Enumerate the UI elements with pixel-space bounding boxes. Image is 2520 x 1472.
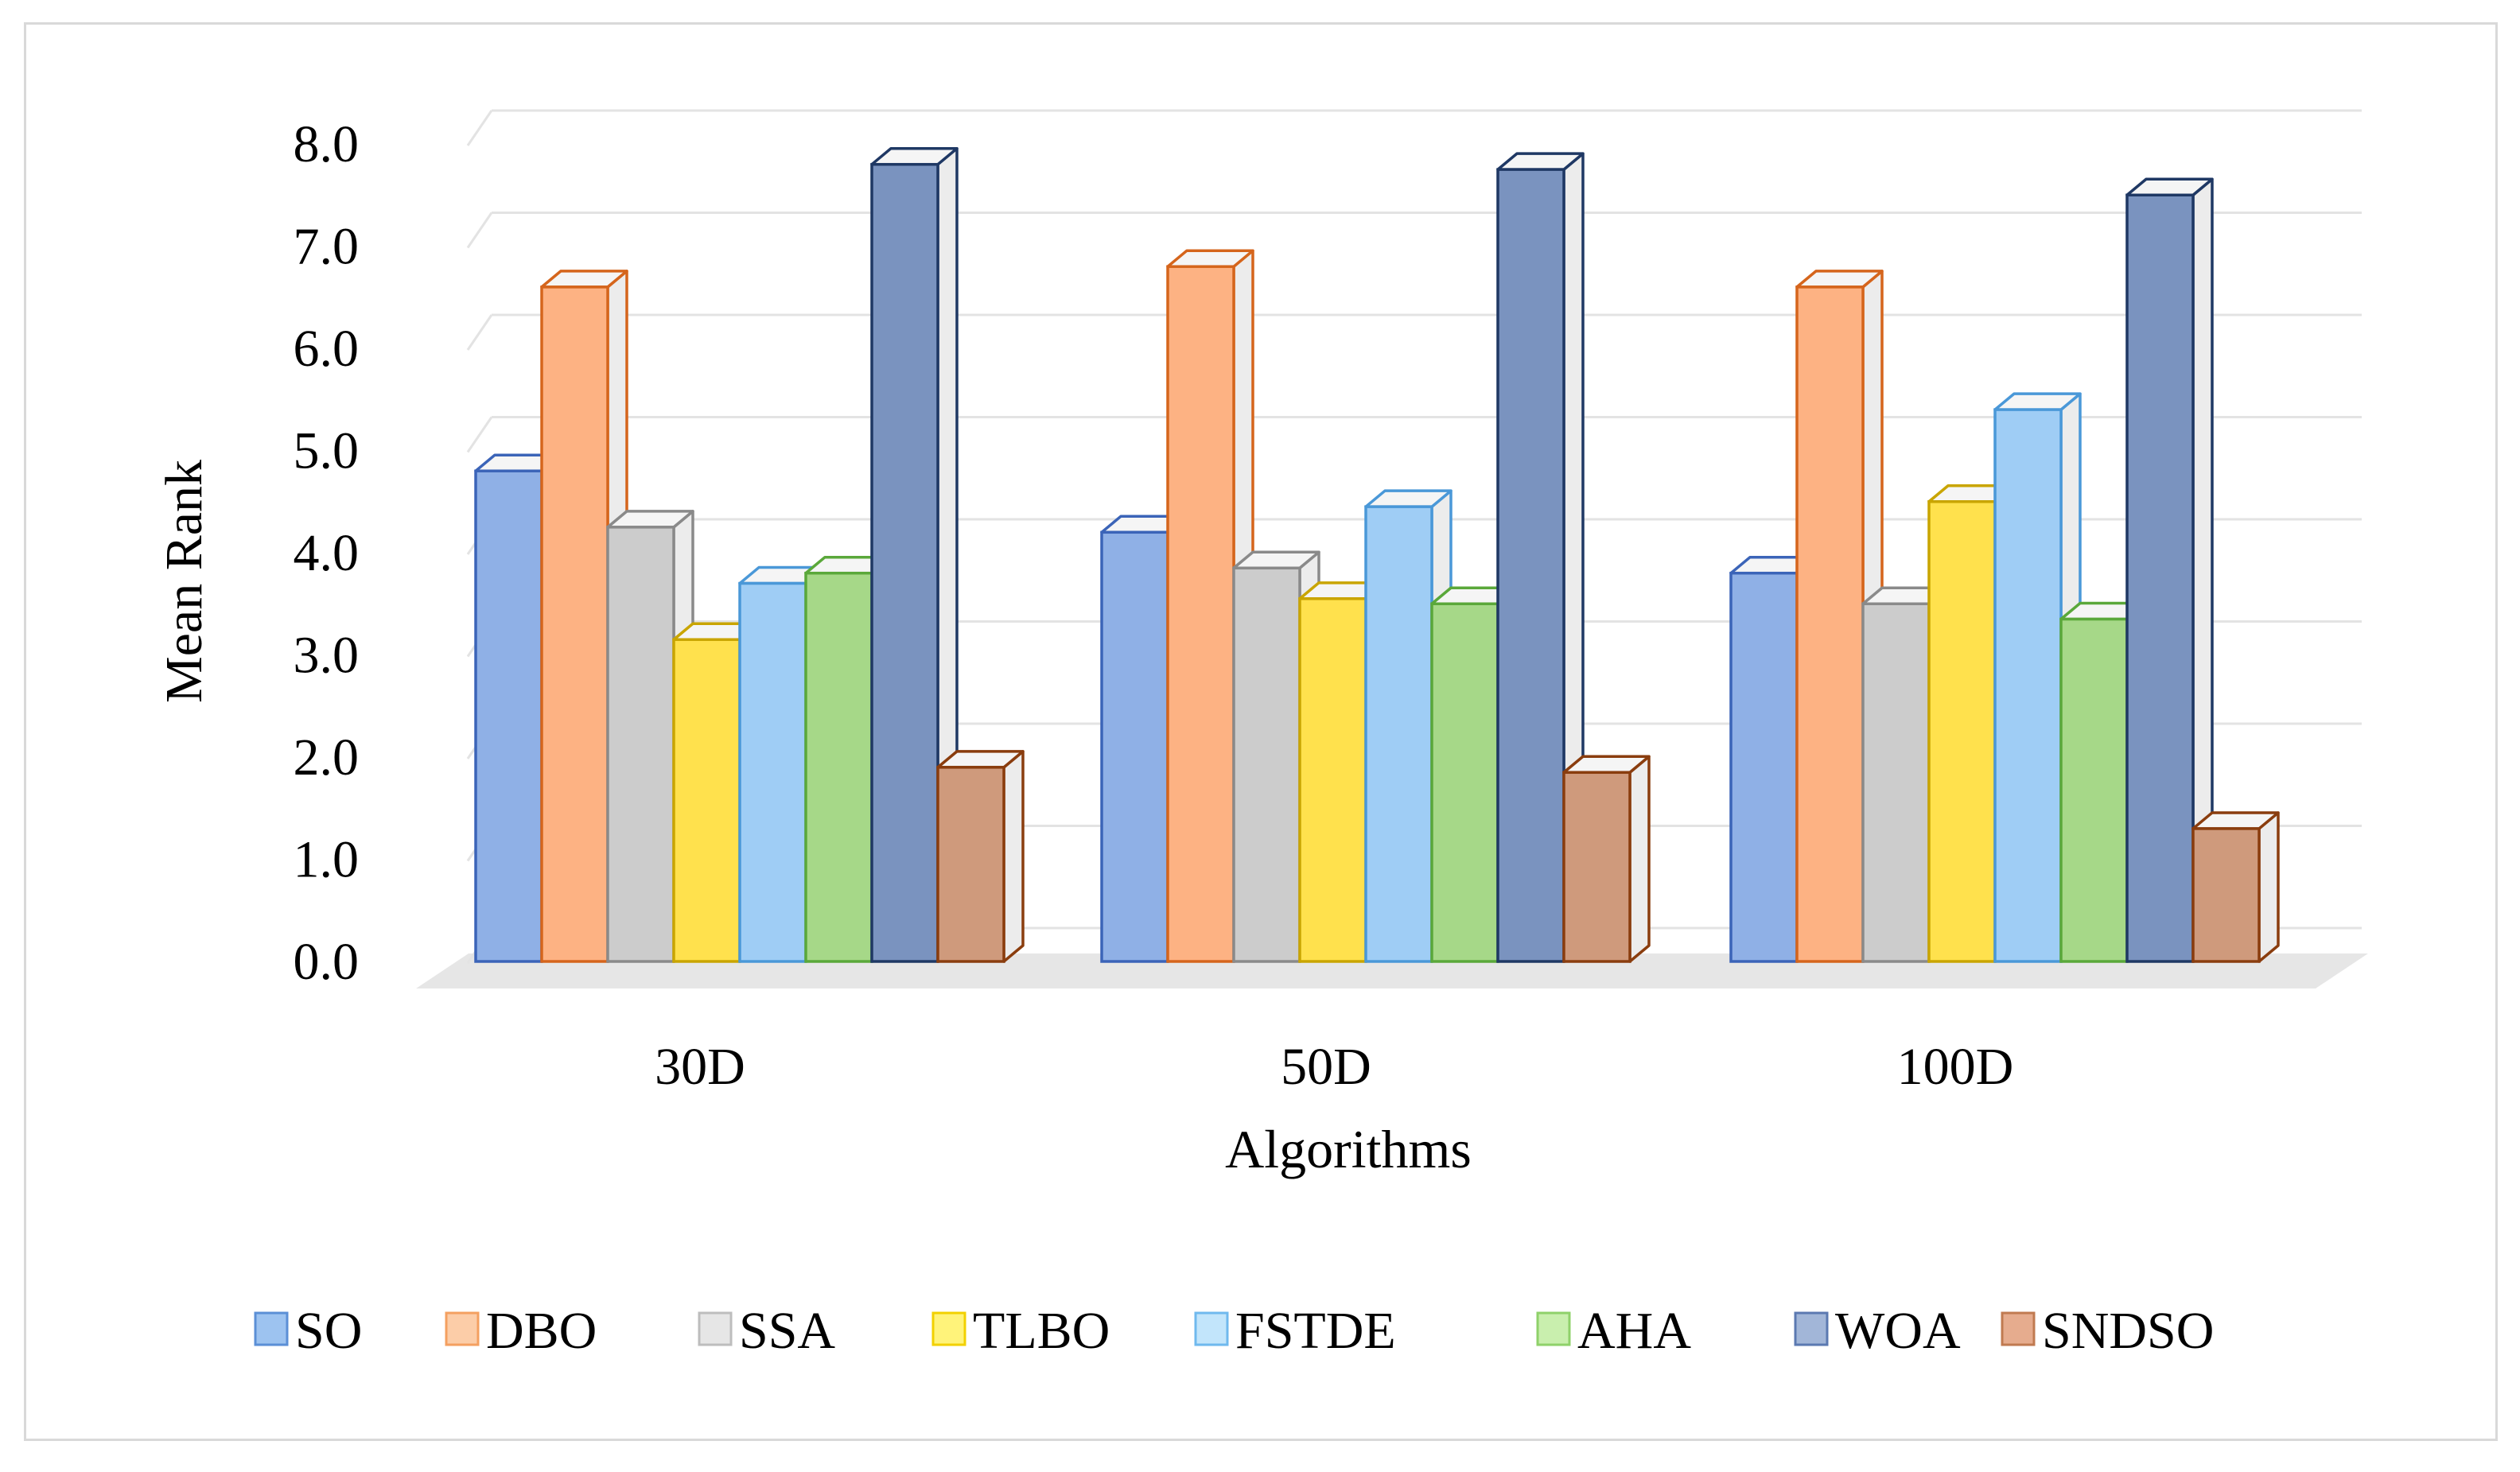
legend-swatch (1794, 1311, 1829, 1346)
legend-swatch (1536, 1311, 1571, 1346)
legend-swatch (445, 1311, 480, 1346)
legend-swatch (1194, 1311, 1229, 1346)
legend: SO DBO SSA TLBO FSTDE AHA WOA SNDSO (254, 1302, 2214, 1360)
x-tick-label-50d: 50D (1281, 1038, 1371, 1096)
y-tick-label: 0.0 (294, 933, 360, 991)
gridline-diag (466, 416, 493, 453)
legend-swatch (254, 1311, 289, 1346)
y-tick-label: 6.0 (294, 320, 360, 378)
legend-item-fstde: FSTDE (1194, 1302, 1396, 1360)
bar-sndso-30d (936, 750, 1025, 963)
legend-label: SSA (739, 1302, 835, 1360)
legend-label: SO (295, 1302, 362, 1360)
y-tick-label: 8.0 (294, 115, 360, 173)
legend-item-sndso: SNDSO (2001, 1302, 2214, 1360)
legend-item-tlbo: TLBO (931, 1302, 1110, 1360)
legend-item-dbo: DBO (445, 1302, 597, 1360)
legend-swatch (698, 1311, 733, 1346)
bar-sndso-50d (1562, 755, 1651, 963)
gridline-diag (466, 314, 493, 351)
legend-label: WOA (1835, 1302, 1961, 1360)
legend-item-aha: AHA (1536, 1302, 1691, 1360)
x-tick-label-30d: 30D (655, 1038, 745, 1096)
y-tick-label: 2.0 (294, 728, 360, 786)
legend-swatch (931, 1311, 966, 1346)
legend-label: DBO (486, 1302, 597, 1360)
legend-label: AHA (1577, 1302, 1691, 1360)
legend-item-ssa: SSA (698, 1302, 835, 1360)
legend-label: SNDSO (2042, 1302, 2214, 1360)
legend-label: FSTDE (1235, 1302, 1396, 1360)
legend-swatch (2001, 1311, 2036, 1346)
legend-item-so: SO (254, 1302, 362, 1360)
y-tick-label: 3.0 (294, 627, 360, 685)
y-tick-labels: 0.0 1.0 2.0 3.0 4.0 5.0 6.0 7.0 8.0 (294, 115, 360, 991)
gridline-diag (466, 110, 493, 146)
bar-woa-100d (2125, 177, 2214, 963)
x-axis-label: Algorithms (1225, 1119, 1472, 1179)
bar-sndso-100d (2191, 811, 2280, 963)
y-tick-label: 4.0 (294, 524, 360, 582)
chart-frame: 0.0 1.0 2.0 3.0 4.0 5.0 6.0 7.0 8.0 30D 50D 100D M… (24, 22, 2498, 1441)
legend-item-woa: WOA (1794, 1302, 1961, 1360)
y-tick-label: 5.0 (294, 422, 360, 480)
gridline-diag (466, 212, 493, 249)
y-axis-label: Mean Rank (155, 460, 213, 703)
bar-dbo-50d (1166, 249, 1254, 963)
y-tick-label: 7.0 (294, 218, 360, 276)
x-tick-labels: 30D 50D 100D (655, 1038, 2013, 1096)
bar-chart: 0.0 1.0 2.0 3.0 4.0 5.0 6.0 7.0 8.0 30D 50D 100D M… (155, 109, 2368, 1360)
legend-label: TLBO (973, 1302, 1110, 1360)
bars (474, 146, 2280, 963)
x-tick-label-100d: 100D (1897, 1038, 2014, 1096)
bar-fstde-100d (1993, 392, 2082, 963)
y-tick-label: 1.0 (294, 831, 360, 889)
